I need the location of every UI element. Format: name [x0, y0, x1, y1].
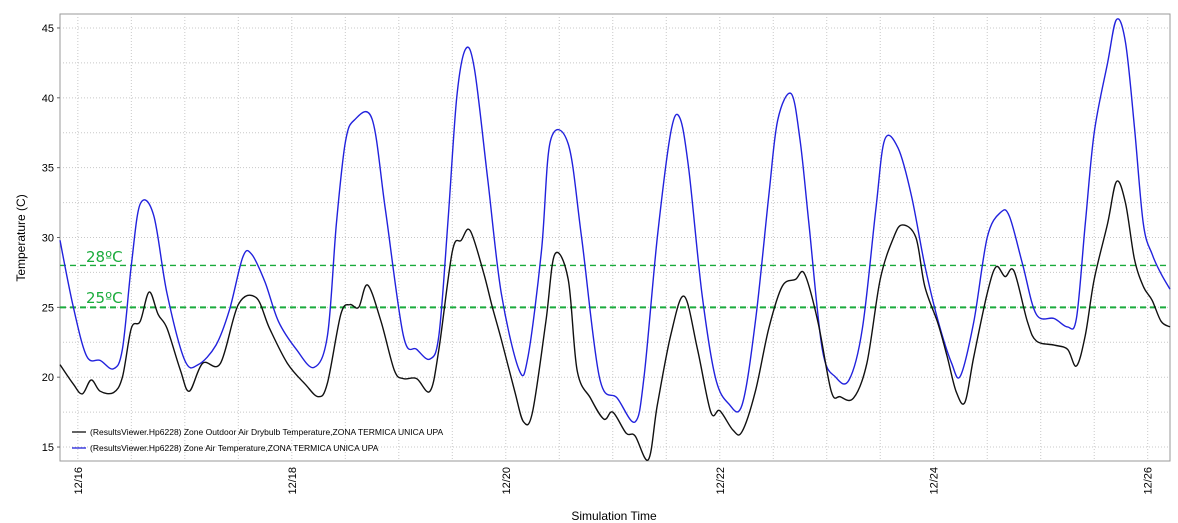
x-tick-label: 12/26: [1143, 467, 1155, 495]
y-axis-title: Temperature (C): [14, 194, 28, 281]
series-lines: [59, 18, 1171, 461]
series-line-zone-air: [59, 18, 1171, 423]
y-tick-label: 45: [42, 23, 54, 35]
legend-label-outdoor: (ResultsViewer.Hp6228) Zone Outdoor Air …: [90, 427, 444, 437]
tick-labels: 15 20 25 30 35 40 45 12/16 12/18 12/20 12/22 12/24 1…: [42, 23, 1155, 495]
x-axis-title: Simulation Time: [571, 509, 657, 523]
legend-label-zone: (ResultsViewer.Hp6228) Zone Air Temperat…: [90, 443, 379, 453]
y-tick-label: 40: [42, 93, 54, 105]
y-tick-label: 30: [42, 233, 54, 245]
legend: (ResultsViewer.Hp6228) Zone Outdoor Air …: [72, 427, 444, 453]
x-tick-label: 12/16: [73, 467, 85, 495]
threshold-label-28: 28ºC: [86, 248, 123, 266]
threshold-lines: [60, 264, 1170, 309]
y-tick-label: 15: [42, 442, 54, 454]
threshold-label-25: 25ºC: [86, 289, 123, 307]
x-tick-label: 12/20: [501, 467, 513, 495]
y-tick-label: 25: [42, 302, 54, 314]
x-tick-label: 12/24: [929, 467, 941, 495]
x-tick-label: 12/22: [715, 467, 727, 495]
series-line-outdoor-drybulb: [59, 180, 1171, 461]
x-tick-label: 12/18: [287, 467, 299, 495]
y-tick-label: 35: [42, 163, 54, 175]
y-tick-label: 20: [42, 372, 54, 384]
